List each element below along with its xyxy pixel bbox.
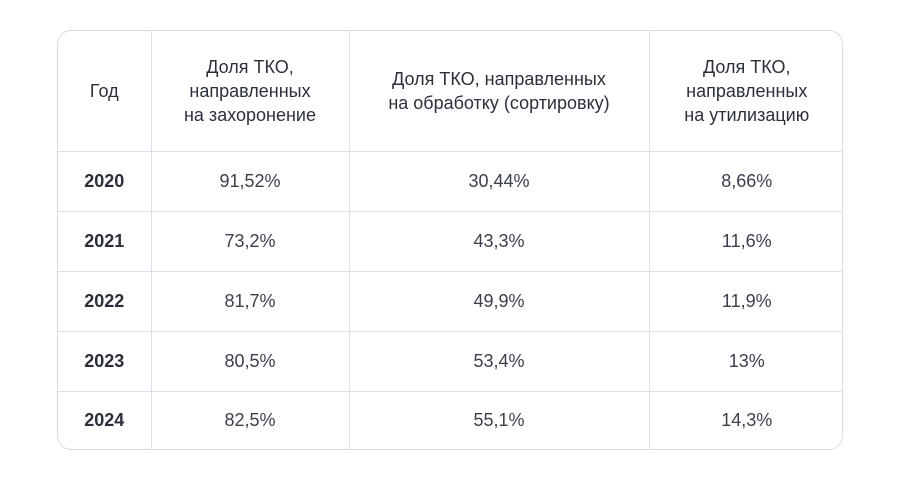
cell-utilization: 8,66% (649, 151, 842, 212)
cell-landfill: 73,2% (151, 211, 350, 272)
cell-processing: 55,1% (349, 391, 650, 449)
cell-landfill: 81,7% (151, 271, 350, 332)
cell-landfill: 80,5% (151, 331, 350, 392)
header-landfill-share: Доля ТКО, направленных на захоронение (151, 31, 350, 152)
table-row: 2023 80,5% 53,4% 13% (58, 331, 842, 392)
cell-year: 2023 (58, 331, 152, 392)
table-row: 2022 81,7% 49,9% 11,9% (58, 271, 842, 332)
cell-utilization: 14,3% (721, 409, 773, 430)
cell-processing: 43,3% (349, 211, 650, 272)
cell-utilization: 13% (649, 331, 842, 392)
cell-processing: 30,44% (349, 151, 650, 212)
header-processing-share: Доля ТКО, направленных на обработку (сор… (349, 31, 650, 152)
table-header-row: Год Доля ТКО, направленных на захоронени… (58, 31, 842, 152)
cell-year: 2024 (58, 391, 152, 449)
cell-utilization: 11,9% (649, 271, 842, 332)
header-year: Год (58, 31, 152, 152)
header-utilization-share: Доля ТКО, направленных на утилизацию (649, 31, 842, 152)
table-row: 2024 82,5% 55,1% 14,3% (58, 391, 842, 449)
cell-year: 2022 (58, 271, 152, 332)
cell-landfill: 82,5% (151, 391, 350, 449)
cell-processing: 49,9% (349, 271, 650, 332)
table-row: 2020 91,52% 30,44% 8,66% (58, 151, 842, 212)
table-row: 2021 73,2% 43,3% 11,6% (58, 211, 842, 272)
waste-share-table: Год Доля ТКО, направленных на захоронени… (58, 31, 842, 449)
cell-year: 2020 (58, 151, 152, 212)
cell-landfill: 91,52% (151, 151, 350, 212)
cell-utilization: 11,6% (649, 211, 842, 272)
cell-processing: 53,4% (349, 331, 650, 392)
data-table-card: Год Доля ТКО, направленных на захоронени… (57, 30, 843, 450)
cell-year: 2021 (58, 211, 152, 272)
